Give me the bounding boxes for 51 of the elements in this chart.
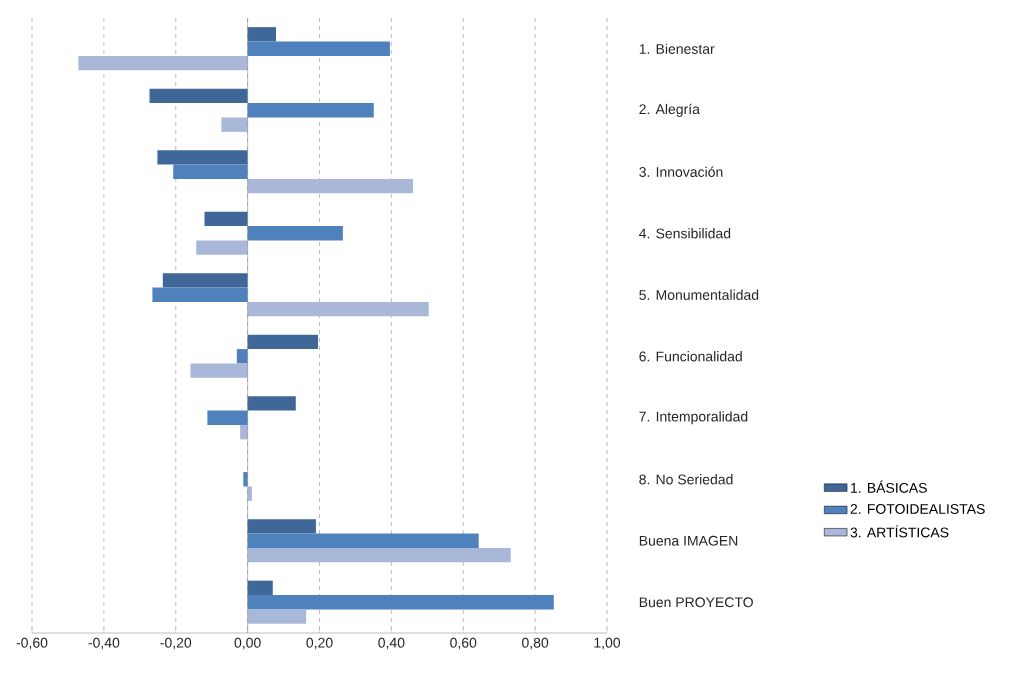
bar xyxy=(152,287,248,302)
y-tick-label: 6. Funcionalidad xyxy=(639,351,742,362)
y-tick-label: 5. Monumentalidad xyxy=(639,289,759,300)
bar xyxy=(149,88,248,104)
y-tick-label: Buen PROYECTO xyxy=(639,597,753,608)
bar xyxy=(247,103,374,118)
bar xyxy=(247,226,343,241)
y-tick-label: 4. Sensibilidad xyxy=(639,228,731,239)
x-tick-label: 1,00 xyxy=(594,637,621,650)
x-tick-label: -0,60 xyxy=(16,637,48,650)
x-tick-label: -0,40 xyxy=(88,637,120,650)
bar xyxy=(247,486,252,501)
y-tick-label: 8. No Seriedad xyxy=(639,474,733,485)
bar xyxy=(247,547,511,563)
bar xyxy=(207,410,248,425)
y-tick-label: 2. Alegría xyxy=(639,103,700,117)
bar xyxy=(162,273,248,288)
bar xyxy=(247,41,390,56)
x-tick-label: 0,80 xyxy=(522,637,549,650)
bar xyxy=(247,396,296,411)
bar xyxy=(247,27,277,42)
bar xyxy=(204,211,248,227)
bar xyxy=(173,164,248,179)
bar xyxy=(247,178,413,194)
bar xyxy=(221,117,248,132)
y-tick-label: 3. Innovación xyxy=(639,166,723,177)
bar xyxy=(247,580,273,596)
legend-label: 1. BÁSICAS xyxy=(851,480,927,493)
x-tick-label: 0,40 xyxy=(378,637,405,650)
x-tick-label: 0,00 xyxy=(234,637,261,650)
y-tick-label: 1. Bienestar xyxy=(639,43,715,54)
x-tick-label: 0,60 xyxy=(450,637,477,650)
y-tick-label: Buena IMAGEN xyxy=(639,535,738,546)
bar xyxy=(247,301,429,317)
bar xyxy=(78,55,248,71)
legend-label: 3. ARTÍSTICAS xyxy=(850,525,949,538)
y-tick-label: 7. Intemporalidad xyxy=(639,411,748,425)
x-tick-label: 0,20 xyxy=(306,637,333,650)
x-tick-label: -0,20 xyxy=(160,637,192,650)
bar xyxy=(236,349,248,364)
bar xyxy=(190,363,248,378)
bar xyxy=(196,240,248,255)
legend-label: 2. FOTOIDEALISTAS xyxy=(850,504,985,514)
bar xyxy=(247,533,479,548)
bar xyxy=(247,609,307,624)
bar xyxy=(247,519,316,534)
bar xyxy=(243,472,248,487)
bar xyxy=(240,424,248,440)
bar xyxy=(247,334,319,350)
bar xyxy=(247,595,554,610)
bar xyxy=(157,150,248,165)
